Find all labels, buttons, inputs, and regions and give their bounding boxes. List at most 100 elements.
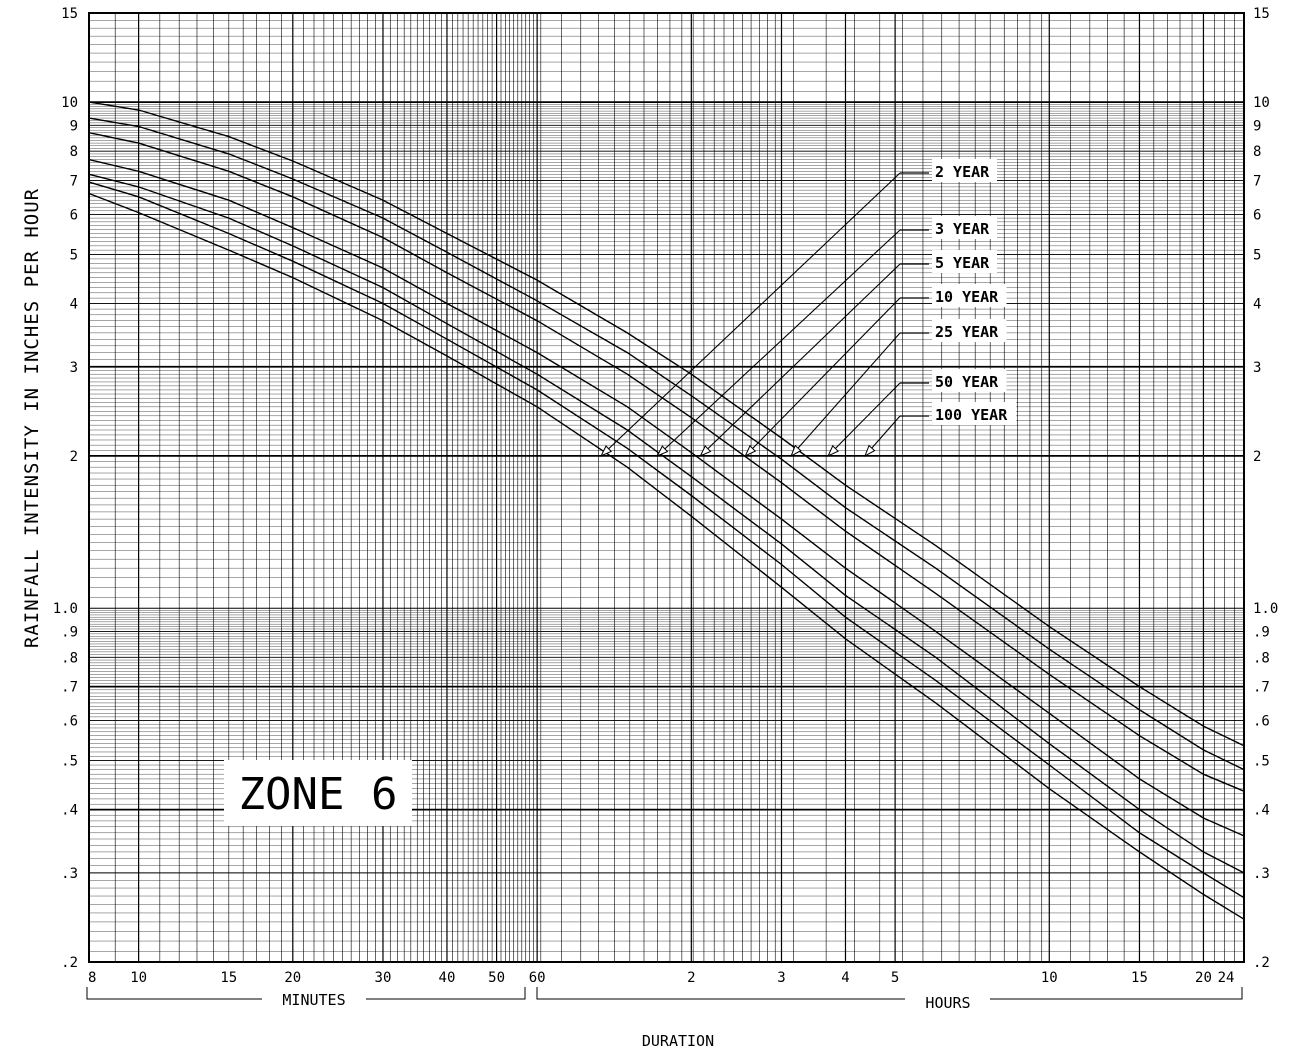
x-tick-label: 40 — [439, 970, 456, 986]
series-line-100-year — [88, 101, 1245, 747]
y-tick-label: .7 — [61, 680, 78, 696]
y-tick-label: 2 — [70, 449, 78, 465]
x-tick-label: 2 — [687, 970, 695, 986]
series-line-50-year — [88, 117, 1245, 771]
x-tick-label: 15 — [1131, 970, 1148, 986]
series-label-background — [932, 216, 997, 239]
y-tick-label: 15 — [61, 6, 78, 22]
y-tick-label: 15 — [1253, 6, 1270, 22]
y-tick-label: 6 — [70, 207, 78, 223]
y-tick-label: .9 — [61, 624, 78, 640]
x-tick-label: 10 — [1041, 970, 1058, 986]
hours-bracket-left — [536, 987, 905, 1000]
minutes-bracket-left — [86, 987, 262, 1000]
series-label-background — [932, 402, 1016, 425]
series-label: 10 YEAR — [935, 288, 999, 306]
y-tick-label: 6 — [1253, 207, 1261, 223]
series-label-background — [932, 159, 997, 182]
y-tick-label: 4 — [1253, 297, 1261, 313]
series-line-2-year — [88, 192, 1245, 920]
label-arrowhead — [744, 445, 757, 457]
x-tick-label: 50 — [488, 970, 505, 986]
y-tick-label: 1.0 — [53, 601, 78, 617]
y-tick-label: .4 — [1253, 803, 1270, 819]
y-tick-label: .7 — [1253, 680, 1270, 696]
x-tick-labels: 8 10 15 20 30 40 50 60 2 3 4 5 10 15 20 24 — [88, 970, 1234, 986]
series-label-background — [932, 369, 1007, 392]
label-arrowhead — [699, 445, 712, 457]
label-leader-line — [700, 263, 901, 457]
x-tick-label: 10 — [130, 970, 147, 986]
y-tick-label: 1.0 — [1253, 601, 1278, 617]
series-label: 2 YEAR — [935, 163, 990, 181]
label-arrowhead — [600, 445, 613, 457]
y-tick-labels-left: 15 10 9 8 7 6 5 4 3 2 1.0 .9 .8 .7 .6 .5 .4 .3 .2 — [53, 6, 78, 971]
y-tick-label: .5 — [1253, 754, 1270, 770]
y-tick-label: .3 — [61, 866, 78, 882]
x-tick-label: 60 — [529, 970, 546, 986]
x-tick-label: 20 — [1195, 970, 1212, 986]
label-arrowhead — [827, 445, 839, 457]
x-tick-label: 30 — [375, 970, 392, 986]
plot-frame — [88, 12, 1245, 963]
label-leader-line — [827, 382, 901, 457]
y-tick-label: .4 — [61, 803, 78, 819]
x-tick-label: 4 — [841, 970, 849, 986]
y-tick-label: 5 — [70, 247, 78, 263]
x-tick-label: 8 — [88, 970, 96, 986]
x-tick-label: 3 — [777, 970, 785, 986]
y-tick-label: .5 — [61, 754, 78, 770]
series-label-background — [932, 284, 1007, 307]
minutes-bracket-right — [366, 987, 526, 1000]
chart-title: ZONE 6 — [239, 769, 398, 820]
series-label: 100 YEAR — [935, 406, 1008, 424]
series-label-background — [932, 250, 997, 273]
y-tick-label: .8 — [61, 650, 78, 666]
label-leader-line — [600, 172, 901, 457]
y-tick-label: 10 — [1253, 95, 1270, 111]
y-tick-label: 10 — [61, 95, 78, 111]
y-tick-label: 8 — [1253, 144, 1261, 160]
x-group-brackets: MINUTES HOURS — [86, 987, 1243, 1012]
label-arrowhead — [656, 445, 669, 457]
y-tick-label: 2 — [1253, 449, 1261, 465]
minutes-group-label: MINUTES — [282, 991, 345, 1009]
label-leader-line — [790, 332, 901, 457]
label-arrowhead — [790, 444, 802, 457]
x-tick-label: 24 — [1218, 970, 1235, 986]
series-label-background — [932, 319, 1007, 342]
title-background — [224, 760, 412, 826]
y-tick-label: 9 — [70, 118, 78, 134]
x-tick-label: 5 — [891, 970, 899, 986]
label-arrowhead — [864, 444, 876, 457]
series-lines — [88, 101, 1245, 920]
major-gridlines — [89, 13, 1244, 963]
y-tick-label: 4 — [70, 297, 78, 313]
y-tick-label: .6 — [61, 714, 78, 730]
hours-group-label: HOURS — [925, 994, 970, 1012]
y-tick-label: .2 — [61, 955, 78, 971]
y-tick-labels-right: 15 10 9 8 7 6 5 4 3 2 1.0 .9 .8 .7 .6 .5 .4 .3 .2 — [1253, 6, 1278, 971]
y-tick-label: .6 — [1253, 714, 1270, 730]
y-tick-label: 7 — [1253, 174, 1261, 190]
x-tick-label: 15 — [220, 970, 237, 986]
series-line-25-year — [88, 132, 1245, 792]
x-tick-label: 20 — [284, 970, 301, 986]
y-tick-label: 5 — [1253, 247, 1261, 263]
x-axis-title: DURATION — [642, 1032, 714, 1050]
series-label: 5 YEAR — [935, 254, 990, 272]
chart-title-box: ZONE 6 — [224, 760, 412, 826]
y-axis-title: RAINFALL INTENSITY IN INCHES PER HOUR — [21, 188, 43, 648]
y-tick-label: 3 — [1253, 360, 1261, 376]
y-tick-label: .8 — [1253, 650, 1270, 666]
y-tick-label: .2 — [1253, 955, 1270, 971]
label-leader-line — [656, 229, 901, 457]
label-leader-line — [744, 297, 901, 457]
y-tick-label: 9 — [1253, 118, 1261, 134]
series-label: 25 YEAR — [935, 323, 999, 341]
y-tick-label: 8 — [70, 144, 78, 160]
y-tick-label: .9 — [1253, 624, 1270, 640]
y-tick-label: 3 — [70, 360, 78, 376]
series-line-10-year — [88, 158, 1245, 837]
